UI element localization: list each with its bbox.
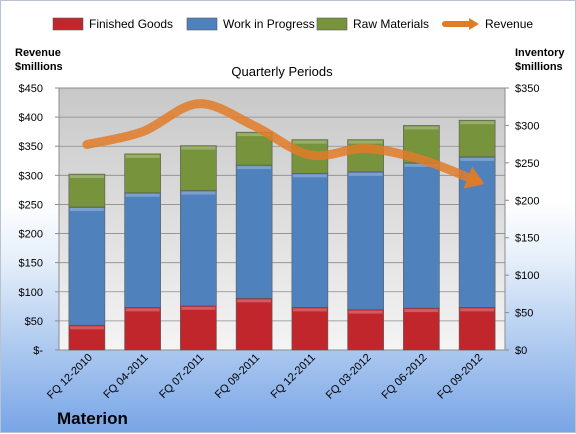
- left-tick-label: $350: [19, 141, 43, 153]
- bar-finished-goods-highlight: [69, 326, 104, 330]
- x-tick-label: FQ 03-2012: [324, 352, 374, 402]
- left-tick-label: $200: [19, 229, 43, 241]
- bar-raw-materials-highlight: [404, 126, 439, 130]
- bar-raw-materials: [124, 153, 161, 194]
- company-name: Materion: [57, 409, 128, 428]
- bar-finished-goods-highlight: [348, 310, 383, 314]
- bar-raw-materials-highlight: [292, 140, 327, 144]
- bar-finished-goods-highlight: [125, 308, 160, 312]
- bar-work-in-progress-highlight: [69, 208, 104, 212]
- bar-raw-materials-highlight: [181, 146, 216, 150]
- bar-work-in-progress-highlight: [348, 172, 383, 176]
- left-tick-label: $-: [33, 345, 43, 357]
- legend-label-revenue: Revenue: [485, 17, 533, 31]
- bar-work-in-progress: [180, 190, 217, 307]
- bars: [68, 119, 496, 351]
- bar-raw-materials-highlight: [69, 175, 104, 179]
- revenue-arrowhead: [463, 166, 485, 189]
- left-tick-label: $250: [19, 199, 43, 211]
- bar-raw-materials: [458, 119, 496, 158]
- x-tick-label: FQ 04-2011: [101, 352, 150, 401]
- left-axis-title-line1: Revenue: [15, 47, 61, 59]
- bar-raw-materials: [68, 173, 106, 208]
- left-tick-label: $300: [19, 170, 43, 182]
- x-tick-label: FQ 12-2011: [269, 352, 318, 401]
- revenue-line-layer: [82, 99, 485, 189]
- bar-raw-materials: [235, 131, 273, 166]
- bar-raw-materials-highlight: [237, 133, 272, 137]
- left-tick-label: $450: [19, 83, 43, 95]
- revenue-line: [82, 99, 482, 186]
- x-tick-label: FQ 06-2012: [380, 352, 430, 402]
- bar-work-in-progress-highlight: [237, 166, 272, 170]
- bar-finished-goods-highlight: [404, 309, 439, 313]
- right-axis-title-line1: Inventory: [515, 47, 565, 59]
- bar-finished-goods-highlight: [292, 308, 327, 312]
- bar-raw-materials-highlight: [460, 121, 495, 125]
- left-tick-label: $150: [19, 258, 43, 270]
- left-axis-title-line2: $millions: [15, 61, 63, 73]
- legend-label-work-in-progress: Work in Progress: [223, 17, 315, 31]
- bar-work-in-progress-highlight: [404, 163, 439, 167]
- legend-arrow-revenue: [469, 18, 479, 30]
- bar-work-in-progress-highlight: [292, 174, 327, 178]
- bar-raw-materials-highlight: [125, 154, 160, 158]
- bar-finished-goods: [68, 324, 106, 351]
- right-tick-label: $50: [515, 308, 533, 320]
- right-tick-label: $0: [515, 345, 527, 357]
- right-tick-label: $200: [515, 195, 539, 207]
- bar-finished-goods: [403, 307, 440, 351]
- legend-label-finished-goods: Finished Goods: [89, 17, 173, 31]
- bar-finished-goods: [458, 307, 496, 351]
- bar-finished-goods-highlight: [237, 299, 272, 303]
- x-tick-label: FQ 07-2011: [157, 352, 206, 401]
- bar-finished-goods: [180, 305, 217, 351]
- x-tick-label: FQ 12-2010: [45, 352, 95, 402]
- bar-finished-goods: [291, 307, 329, 351]
- legend-swatch-finished-goods: [52, 17, 84, 31]
- right-tick-label: $350: [515, 83, 539, 95]
- right-tick-label: $300: [515, 120, 539, 132]
- bar-finished-goods-highlight: [460, 308, 495, 312]
- bar-work-in-progress: [68, 206, 106, 326]
- bar-work-in-progress-highlight: [181, 191, 216, 195]
- bar-work-in-progress: [291, 173, 329, 308]
- legend-swatch-work-in-progress: [186, 17, 218, 31]
- left-tick-label: $50: [25, 316, 43, 328]
- bar-raw-materials-highlight: [348, 140, 383, 144]
- x-tick-label: FQ 09-2011: [213, 352, 262, 401]
- bar-finished-goods: [235, 298, 273, 351]
- right-tick-label: $150: [515, 233, 539, 245]
- bar-work-in-progress: [403, 162, 440, 309]
- right-tick-label: $100: [515, 270, 539, 282]
- bar-work-in-progress-highlight: [125, 193, 160, 197]
- bar-finished-goods: [347, 309, 384, 351]
- bar-work-in-progress-highlight: [460, 157, 495, 161]
- legend-label-raw-materials: Raw Materials: [353, 17, 429, 31]
- bar-work-in-progress: [124, 192, 161, 308]
- bar-work-in-progress: [235, 164, 273, 299]
- right-axis-title-line2: $millions: [515, 61, 563, 73]
- chart-title: Quarterly Periods: [231, 64, 333, 79]
- bar-raw-materials: [180, 145, 217, 191]
- legend-swatch-raw-materials: [316, 17, 348, 31]
- bar-finished-goods-highlight: [181, 306, 216, 310]
- x-tick-label: FQ 09-2012: [435, 352, 485, 402]
- left-tick-label: $100: [19, 287, 43, 299]
- bar-finished-goods: [124, 307, 161, 351]
- left-tick-label: $400: [19, 112, 43, 124]
- bar-work-in-progress: [347, 171, 384, 310]
- right-tick-label: $250: [515, 158, 539, 170]
- legend: Finished Goods Work in Progress Raw Materi…: [52, 17, 533, 31]
